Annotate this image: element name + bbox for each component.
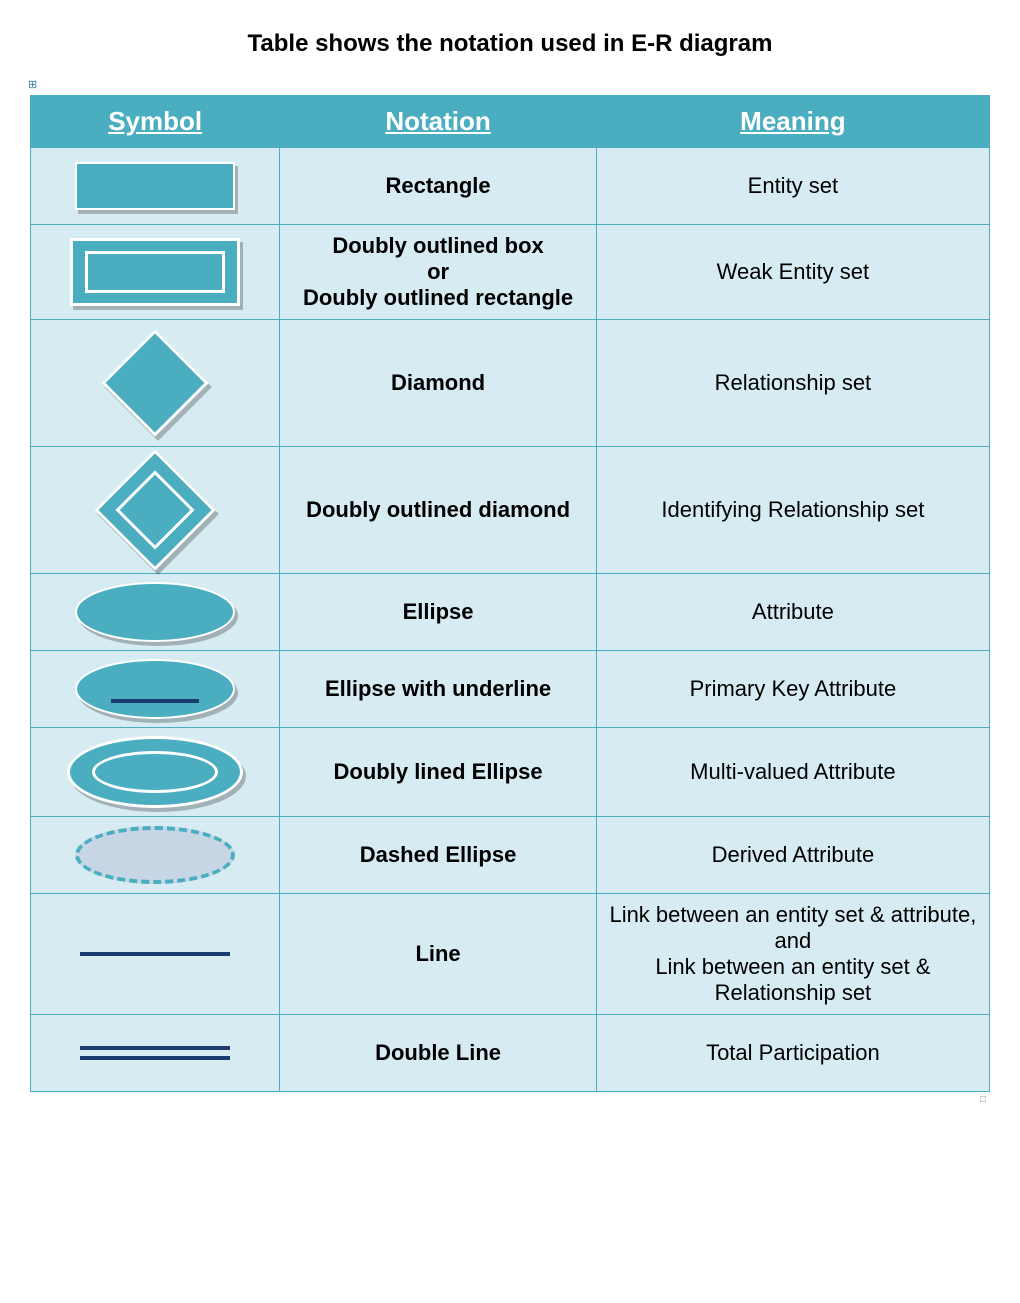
meaning-cell: Link between an entity set & attribute,a…	[596, 894, 989, 1015]
notation-cell: Dashed Ellipse	[280, 817, 596, 894]
meaning-cell: Derived Attribute	[596, 817, 989, 894]
double-rectangle-icon	[70, 238, 240, 306]
col-header-notation: Notation	[280, 96, 596, 148]
table-row: Doubly outlined boxorDoubly outlined rec…	[31, 225, 990, 320]
notation-cell: Rectangle	[280, 148, 596, 225]
notation-cell: Doubly outlined boxorDoubly outlined rec…	[280, 225, 596, 320]
table-row: Ellipse Attribute	[31, 574, 990, 651]
ellipse-icon	[75, 582, 235, 642]
notation-cell: Diamond	[280, 320, 596, 447]
meaning-cell: Identifying Relationship set	[596, 447, 989, 574]
notation-cell: Double Line	[280, 1015, 596, 1092]
rectangle-icon	[75, 162, 235, 210]
meaning-cell: Attribute	[596, 574, 989, 651]
double-line-icon	[80, 1040, 230, 1066]
diamond-icon	[100, 328, 210, 438]
meaning-cell: Relationship set	[596, 320, 989, 447]
meaning-cell: Entity set	[596, 148, 989, 225]
meaning-cell: Weak Entity set	[596, 225, 989, 320]
meaning-cell: Multi-valued Attribute	[596, 728, 989, 817]
page-title: Table shows the notation used in E-R dia…	[30, 30, 990, 58]
table-row: Rectangle Entity set	[31, 148, 990, 225]
meaning-cell: Primary Key Attribute	[596, 651, 989, 728]
col-header-symbol: Symbol	[31, 96, 280, 148]
table-row: Doubly lined Ellipse Multi-valued Attrib…	[31, 728, 990, 817]
table-row: Diamond Relationship set	[31, 320, 990, 447]
table-row: Dashed Ellipse Derived Attribute	[31, 817, 990, 894]
notation-cell: Doubly outlined diamond	[280, 447, 596, 574]
table-header-row: Symbol Notation Meaning	[31, 96, 990, 148]
dashed-ellipse-icon	[75, 826, 235, 884]
ellipse-underline-icon	[75, 659, 235, 719]
table-row: Line Link between an entity set & attrib…	[31, 894, 990, 1015]
table-row: Ellipse with underline Primary Key Attri…	[31, 651, 990, 728]
double-diamond-icon	[100, 455, 210, 565]
col-header-meaning: Meaning	[596, 96, 989, 148]
meaning-cell: Total Participation	[596, 1015, 989, 1092]
table-row: Double Line Total Participation	[31, 1015, 990, 1092]
notation-cell: Doubly lined Ellipse	[280, 728, 596, 817]
notation-cell: Line	[280, 894, 596, 1015]
notation-cell: Ellipse	[280, 574, 596, 651]
double-ellipse-icon	[67, 736, 243, 808]
notation-cell: Ellipse with underline	[280, 651, 596, 728]
line-icon	[80, 952, 230, 956]
er-notation-table: Symbol Notation Meaning Rectangle Entity…	[30, 95, 990, 1092]
resize-handle-icon: □	[30, 1094, 990, 1105]
table-anchor-icon: ⊞	[28, 78, 40, 91]
table-row: Doubly outlined diamond Identifying Rela…	[31, 447, 990, 574]
